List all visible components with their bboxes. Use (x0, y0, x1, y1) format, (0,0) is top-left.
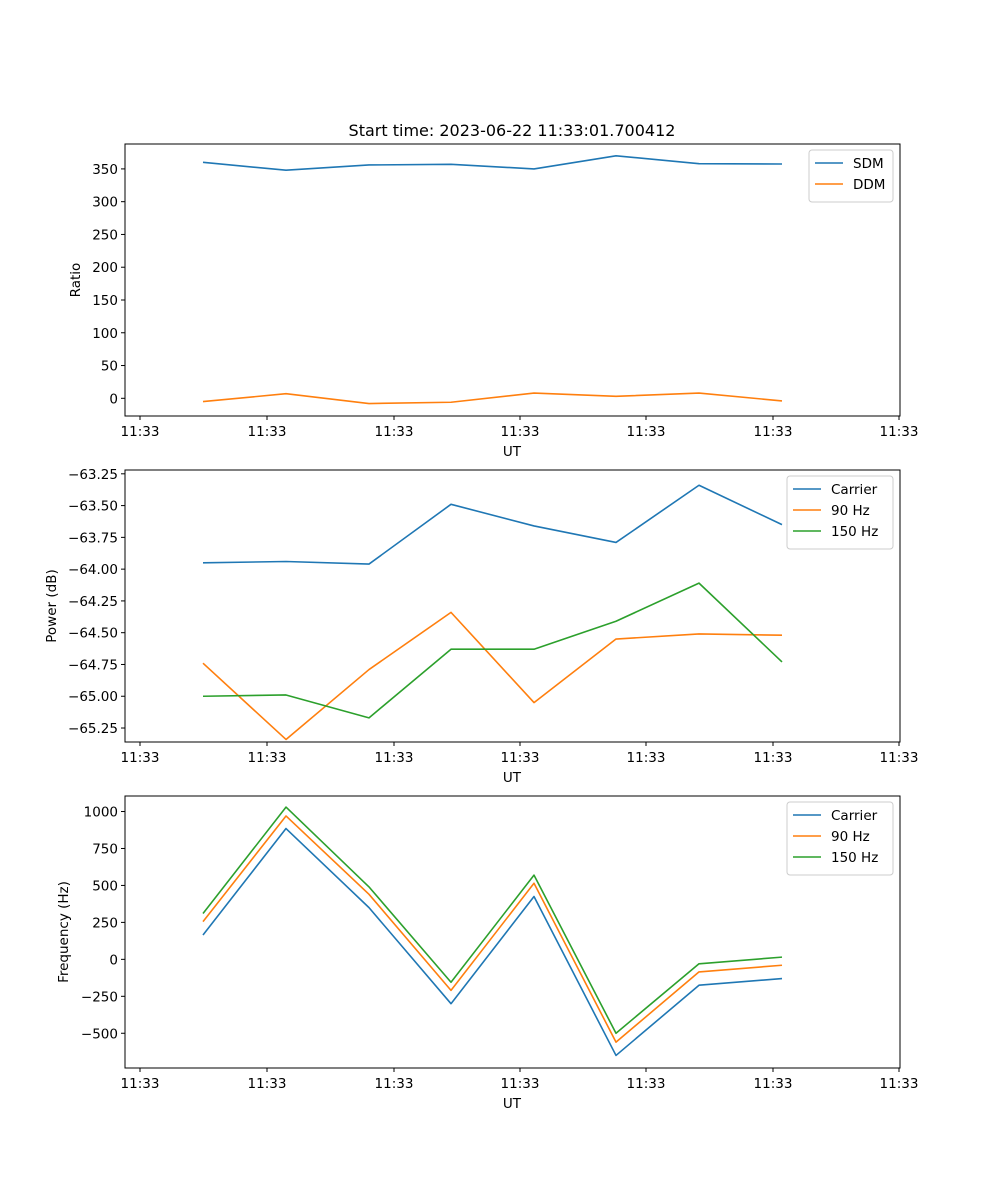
x-tick-label: 11:33 (501, 424, 540, 440)
x-tick-label: 11:33 (880, 1076, 919, 1092)
legend: SDM DDM (808, 149, 894, 203)
x-tick-label: 11:33 (121, 1076, 160, 1092)
y-tick-label: −64.00 (68, 562, 118, 578)
axes-frame (124, 795, 901, 1069)
series-line-ddm (202, 392, 783, 405)
y-tick-label: −65.25 (68, 721, 118, 737)
plots: 0 50 100 150 200 250 300 350 11:33 11:33 11:33 11:3… (44, 143, 919, 1112)
y-tick-label: −500 (81, 1026, 118, 1042)
legend-label: 150 Hz (831, 524, 878, 540)
x-tick-label: 11:33 (880, 750, 919, 766)
x-tick-label: 11:33 (375, 750, 414, 766)
y-tick-label: 1000 (84, 805, 118, 821)
y-axis-label: Frequency (Hz) (56, 881, 72, 983)
legend-label: SDM (853, 156, 884, 172)
series-line-150-hz (202, 582, 783, 719)
y-axis-label: Power (dB) (44, 569, 60, 642)
legend-label: 90 Hz (831, 829, 870, 845)
chart-panel-3: −500 −250 0 250 500 750 1000 11:33 11:33 11:33 11:… (56, 795, 919, 1112)
axes-frame (124, 469, 901, 743)
y-tick-label: 350 (92, 162, 118, 178)
y-tick-label: −64.25 (68, 594, 118, 610)
y-tick-label: 750 (92, 841, 118, 857)
y-tick-label: 250 (92, 915, 118, 931)
legend-label: Carrier (831, 482, 878, 498)
y-tick-label: −250 (81, 989, 118, 1005)
x-tick-label: 11:33 (248, 424, 287, 440)
y-tick-label: −63.50 (68, 499, 118, 515)
legend-label: Carrier (831, 808, 878, 824)
x-tick-label: 11:33 (754, 424, 793, 440)
legend: Carrier 90 Hz 150 Hz (786, 475, 894, 550)
x-axis-label: UT (503, 770, 522, 786)
figure-title: Start time: 2023-06-22 11:33:01.700412 (349, 121, 676, 140)
x-axis-label: UT (503, 1096, 522, 1112)
y-tick-label: 0 (109, 391, 118, 407)
series-line-sdm (202, 155, 783, 172)
legend-label: 150 Hz (831, 850, 878, 866)
x-axis-label: UT (503, 444, 522, 460)
series-line-carrier (202, 827, 783, 1057)
legend: Carrier 90 Hz 150 Hz (786, 801, 894, 876)
x-tick-label: 11:33 (121, 750, 160, 766)
chart-panel-2: −65.25 −65.00 −64.75 −64.50 −64.25 −64.00 −63.… (44, 467, 918, 786)
y-axis-label: Ratio (68, 263, 84, 298)
x-tick-label: 11:33 (248, 1076, 287, 1092)
legend-label: 90 Hz (831, 503, 870, 519)
x-tick-label: 11:33 (880, 424, 919, 440)
legend-label: DDM (853, 177, 885, 193)
y-tick-label: 300 (92, 195, 118, 211)
x-tick-label: 11:33 (375, 424, 414, 440)
y-tick-label: 500 (92, 878, 118, 894)
x-tick-label: 11:33 (501, 750, 540, 766)
y-tick-label: 0 (109, 952, 118, 968)
axes-frame (124, 143, 901, 417)
x-tick-label: 11:33 (501, 1076, 540, 1092)
x-tick-label: 11:33 (248, 750, 287, 766)
y-tick-label: −63.25 (68, 467, 118, 483)
chart-panel-1: 0 50 100 150 200 250 300 350 11:33 11:33 11:33 11:3… (68, 143, 919, 460)
y-tick-label: 100 (92, 326, 118, 342)
x-tick-label: 11:33 (627, 750, 666, 766)
y-tick-label: 200 (92, 260, 118, 276)
x-tick-label: 11:33 (754, 1076, 793, 1092)
y-tick-label: −64.75 (68, 657, 118, 673)
x-tick-label: 11:33 (754, 750, 793, 766)
series-line-carrier (202, 484, 783, 565)
y-tick-label: −63.75 (68, 530, 118, 546)
y-tick-label: −65.00 (68, 689, 118, 705)
series-line-150-hz (202, 806, 783, 1035)
y-tick-label: 150 (92, 293, 118, 309)
y-tick-label: −64.50 (68, 626, 118, 642)
y-tick-label: 250 (92, 227, 118, 243)
y-tick-label: 50 (101, 359, 118, 375)
x-tick-label: 11:33 (627, 424, 666, 440)
x-tick-label: 11:33 (627, 1076, 666, 1092)
series-line-90-hz (202, 815, 783, 1043)
x-tick-label: 11:33 (375, 1076, 414, 1092)
series-line-90-hz (202, 611, 783, 741)
x-tick-label: 11:33 (121, 424, 160, 440)
